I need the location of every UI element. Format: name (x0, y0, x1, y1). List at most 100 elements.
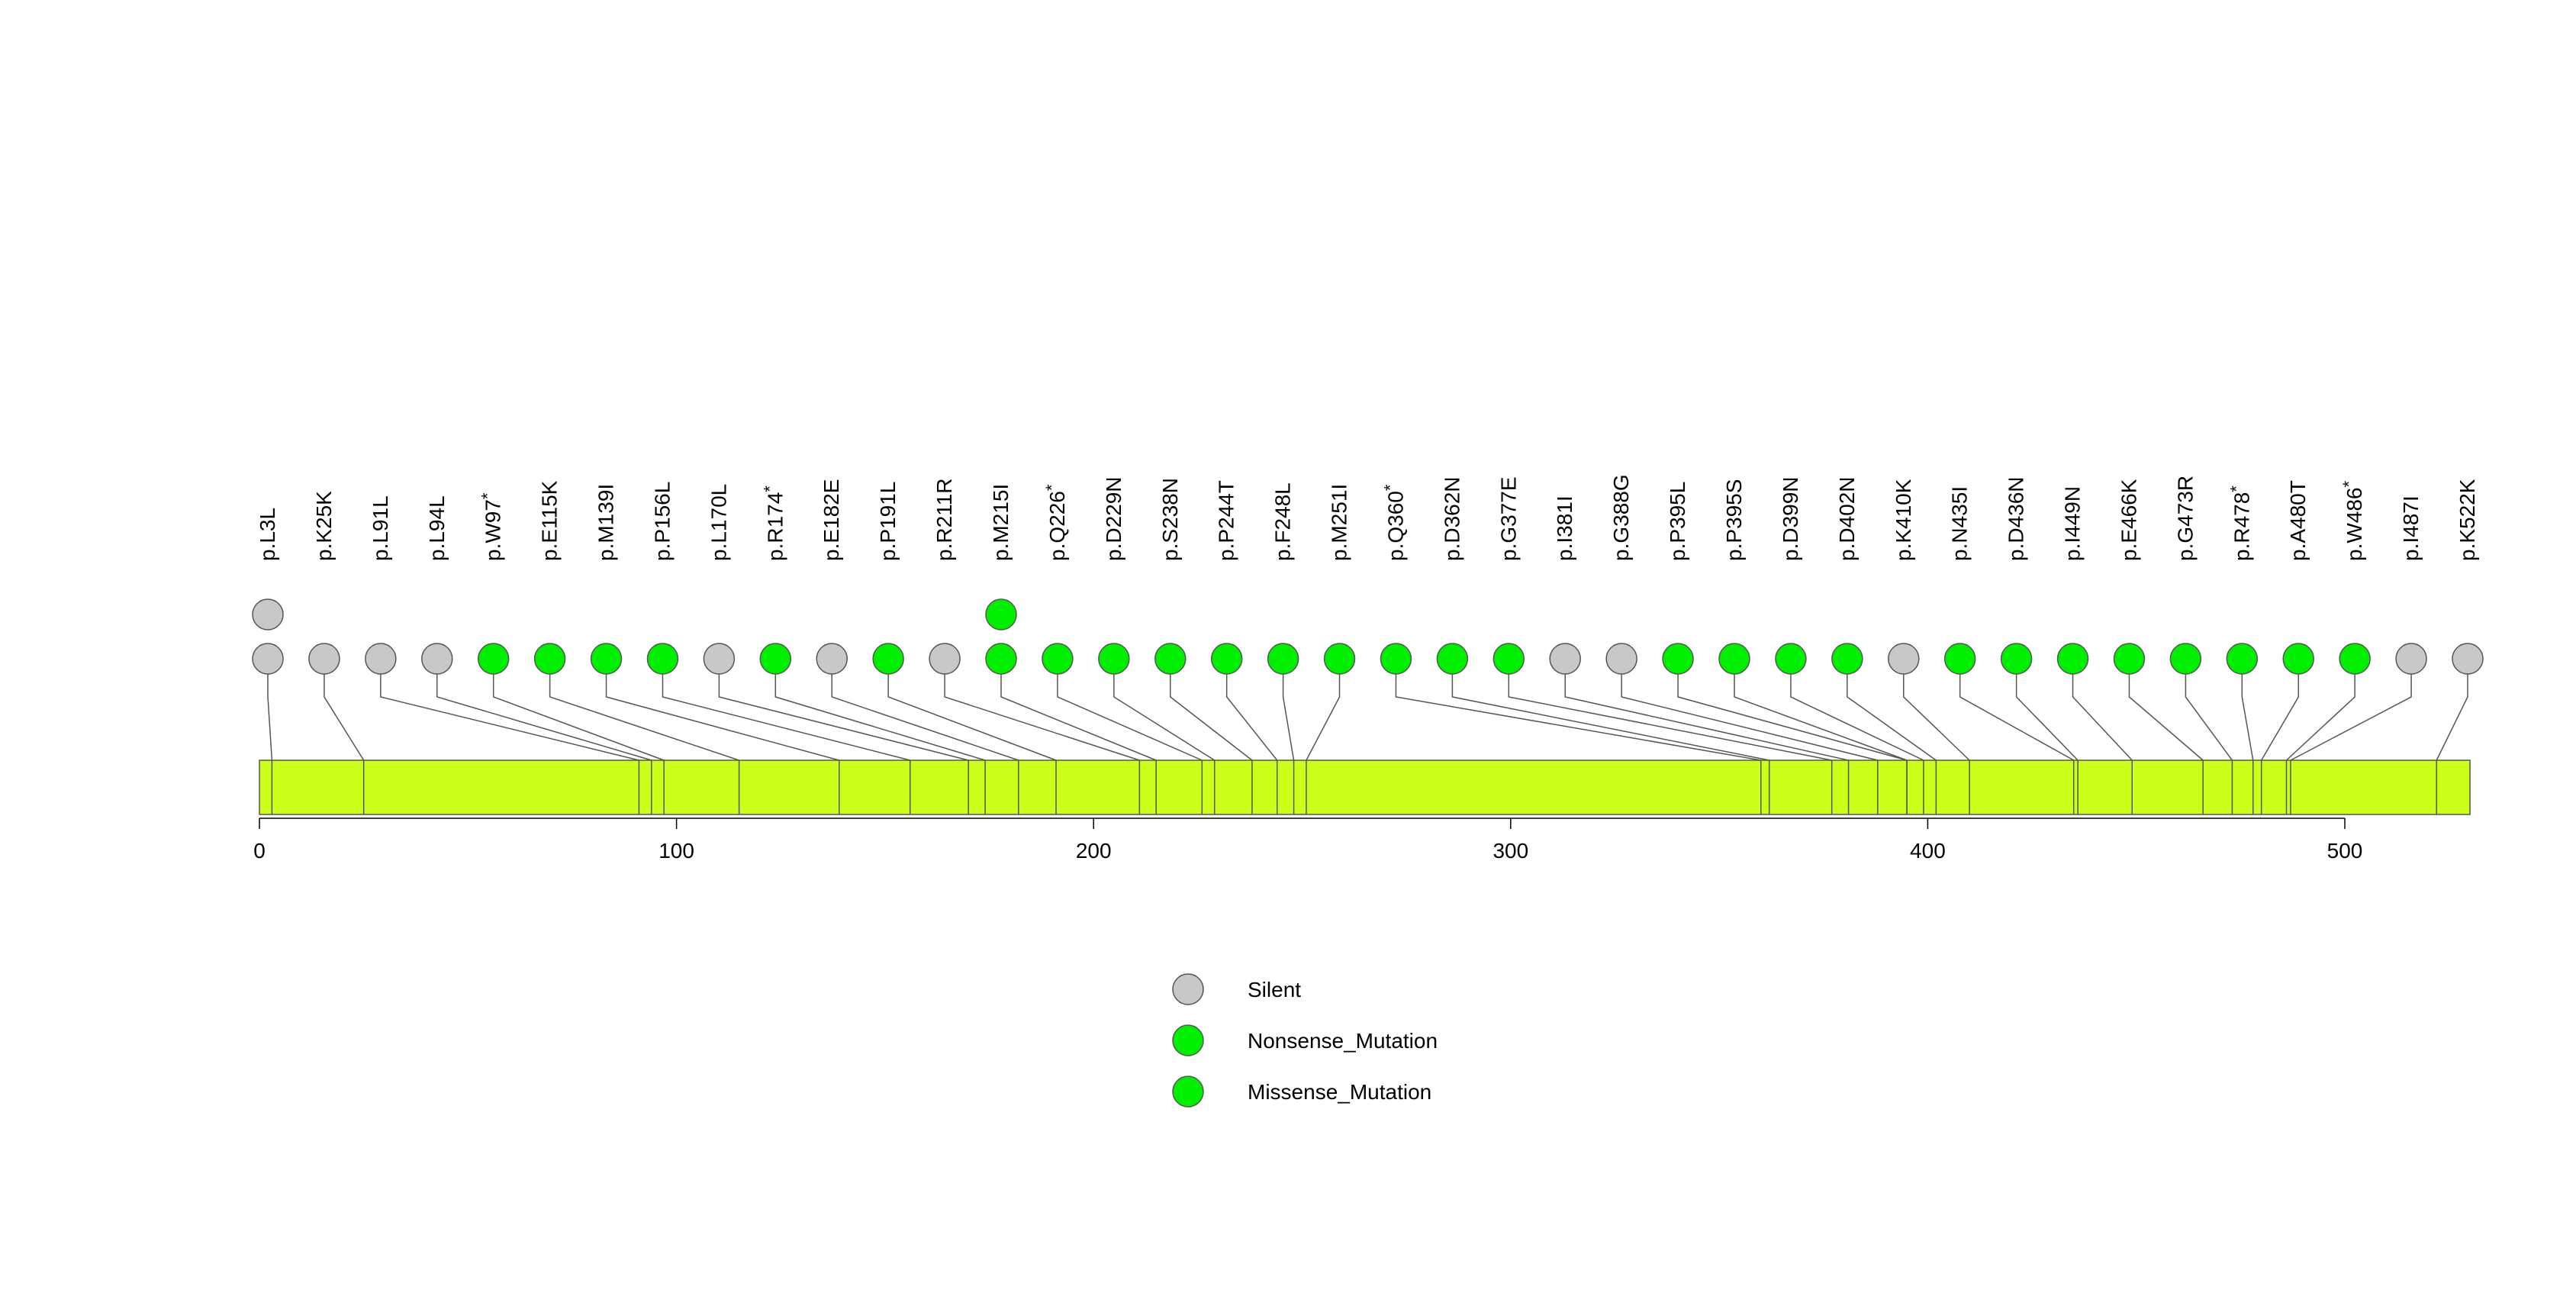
mutation-label: p.G473R (2173, 476, 2197, 561)
mutation-label: p.G388G (1609, 474, 1633, 561)
mutation-point-silent (1605, 643, 1637, 675)
mutation-label: p.D229N (1102, 476, 1125, 561)
mutation-point-missense (1267, 643, 1299, 675)
mutation-label: p.P395L (1666, 482, 1689, 561)
mutation-label: p.G377E (1496, 476, 1520, 561)
mutation-point-silent (252, 643, 284, 675)
nonsense-star: * (760, 485, 779, 492)
mutation-point-missense (1154, 643, 1187, 675)
mutation-point-nonsense (2226, 643, 2259, 675)
mutation-point-missense (985, 598, 1017, 630)
mutation-label: p.E466K (2117, 479, 2140, 561)
mutation-label: p.W97* (478, 492, 505, 561)
legend-marker-missense (1172, 1076, 1204, 1108)
nonsense-star: * (478, 492, 497, 499)
mutation-point-silent (252, 598, 284, 630)
nonsense-star: * (1380, 484, 1399, 491)
mutation-labels: p.L3L p.K25K p.L91L p.L94L p.W97* p.E115K p.M1… (256, 474, 2479, 561)
mutation-point-missense (872, 643, 904, 675)
x-axis-tick-label: 200 (1076, 839, 1112, 863)
mutation-label: p.P395S (1722, 479, 1746, 561)
legend: Silent Nonsense_Mutation Missense_Mutation (1172, 973, 1438, 1108)
protein-track (259, 759, 2471, 815)
mutation-label: p.P191L (876, 482, 900, 561)
mutation-point-missense (1662, 643, 1694, 675)
mutation-point-missense (2056, 643, 2089, 675)
mutation-point-silent (365, 643, 397, 675)
mutation-point-silent (308, 643, 340, 675)
x-axis-tick-label: 300 (1492, 839, 1528, 863)
mutation-label: p.K522K (2455, 479, 2479, 561)
mutation-point-missense (1831, 643, 1863, 675)
mutation-point-missense (1775, 643, 1807, 675)
mutation-point-silent (703, 643, 736, 675)
mutation-point-nonsense (1380, 643, 1412, 675)
legend-marker-silent (1172, 973, 1204, 1005)
mutation-label: p.P156L (650, 482, 674, 561)
mutation-point-missense (1210, 643, 1243, 675)
mutation-point-missense (590, 643, 623, 675)
mutation-label: p.R174* (760, 485, 787, 561)
mutation-point-missense (1492, 643, 1525, 675)
mutation-label: p.S238N (1158, 478, 1182, 561)
mutation-point-missense (985, 643, 1017, 675)
mutation-point-silent (421, 643, 453, 675)
mutation-label: p.I487I (2399, 495, 2423, 561)
x-axis: 0 100 200 300 400 500 (253, 818, 2362, 863)
mutation-label: p.D362N (1440, 476, 1463, 561)
mutation-label: p.K410K (1892, 479, 1915, 561)
mutation-point-missense (1943, 643, 1976, 675)
mutation-label: p.A480T (2286, 480, 2310, 561)
x-axis-tick-label: 400 (1910, 839, 1946, 863)
mutation-label: p.F248L (1271, 482, 1295, 561)
mutation-label: p.I449N (2061, 486, 2085, 561)
nonsense-star: * (2339, 481, 2359, 488)
mutation-label: p.L94L (425, 495, 449, 561)
mutation-point-missense (2113, 643, 2146, 675)
x-axis-tick-label: 500 (2327, 839, 2363, 863)
mutation-point-missense (1436, 643, 1469, 675)
mutation-point-silent (2395, 643, 2427, 675)
mutation-point-missense (2000, 643, 2033, 675)
mutation-point-silent (1888, 643, 1920, 675)
mutation-point-missense (533, 643, 566, 675)
mutation-point-silent (1549, 643, 1581, 675)
mutation-point-nonsense (2339, 643, 2371, 675)
mutation-label: p.L170L (707, 484, 730, 561)
track-stems (271, 760, 2438, 814)
mutation-label: p.L3L (256, 508, 279, 561)
legend-label-silent: Silent (1248, 978, 1301, 1001)
mutation-label: p.Q360* (1380, 484, 1407, 561)
mutation-label: p.D402N (1835, 476, 1859, 561)
mutation-label: p.L91L (369, 495, 392, 561)
x-axis-tick-label: 100 (658, 839, 694, 863)
mutation-label: p.R211R (932, 479, 956, 561)
mutation-point-missense (2169, 643, 2202, 675)
mutation-point-missense (2282, 643, 2314, 675)
mutation-label: p.Q226* (1042, 484, 1069, 561)
mutation-point-nonsense (477, 643, 510, 675)
mutation-label: p.W486* (2339, 481, 2366, 562)
mutation-label: p.M215I (989, 484, 1013, 561)
mutation-label: p.D436N (2004, 476, 2028, 561)
mutation-point-missense (1098, 643, 1130, 675)
legend-label-missense: Missense_Mutation (1248, 1080, 1431, 1104)
nonsense-star: * (1042, 484, 1061, 491)
mutation-label: p.K25K (312, 491, 336, 561)
mutation-point-silent (2452, 643, 2484, 675)
mutation-label: p.R478* (2227, 485, 2253, 561)
mutation-point-silent (929, 643, 961, 675)
mutation-label: p.D399N (1779, 476, 1802, 561)
mutation-label: p.E182E (819, 479, 843, 561)
mutation-point-missense (1718, 643, 1750, 675)
mutation-point-missense (646, 643, 679, 675)
mutation-label: p.I381I (1553, 495, 1576, 561)
mutation-point-nonsense (759, 643, 792, 675)
legend-marker-nonsense (1172, 1024, 1204, 1056)
mutation-label: p.N435I (1948, 486, 1972, 561)
legend-label-nonsense: Nonsense_Mutation (1248, 1029, 1438, 1053)
mutation-label: p.E115K (538, 480, 562, 561)
mutation-points (252, 598, 2484, 675)
mutation-label: p.M139I (594, 484, 618, 561)
